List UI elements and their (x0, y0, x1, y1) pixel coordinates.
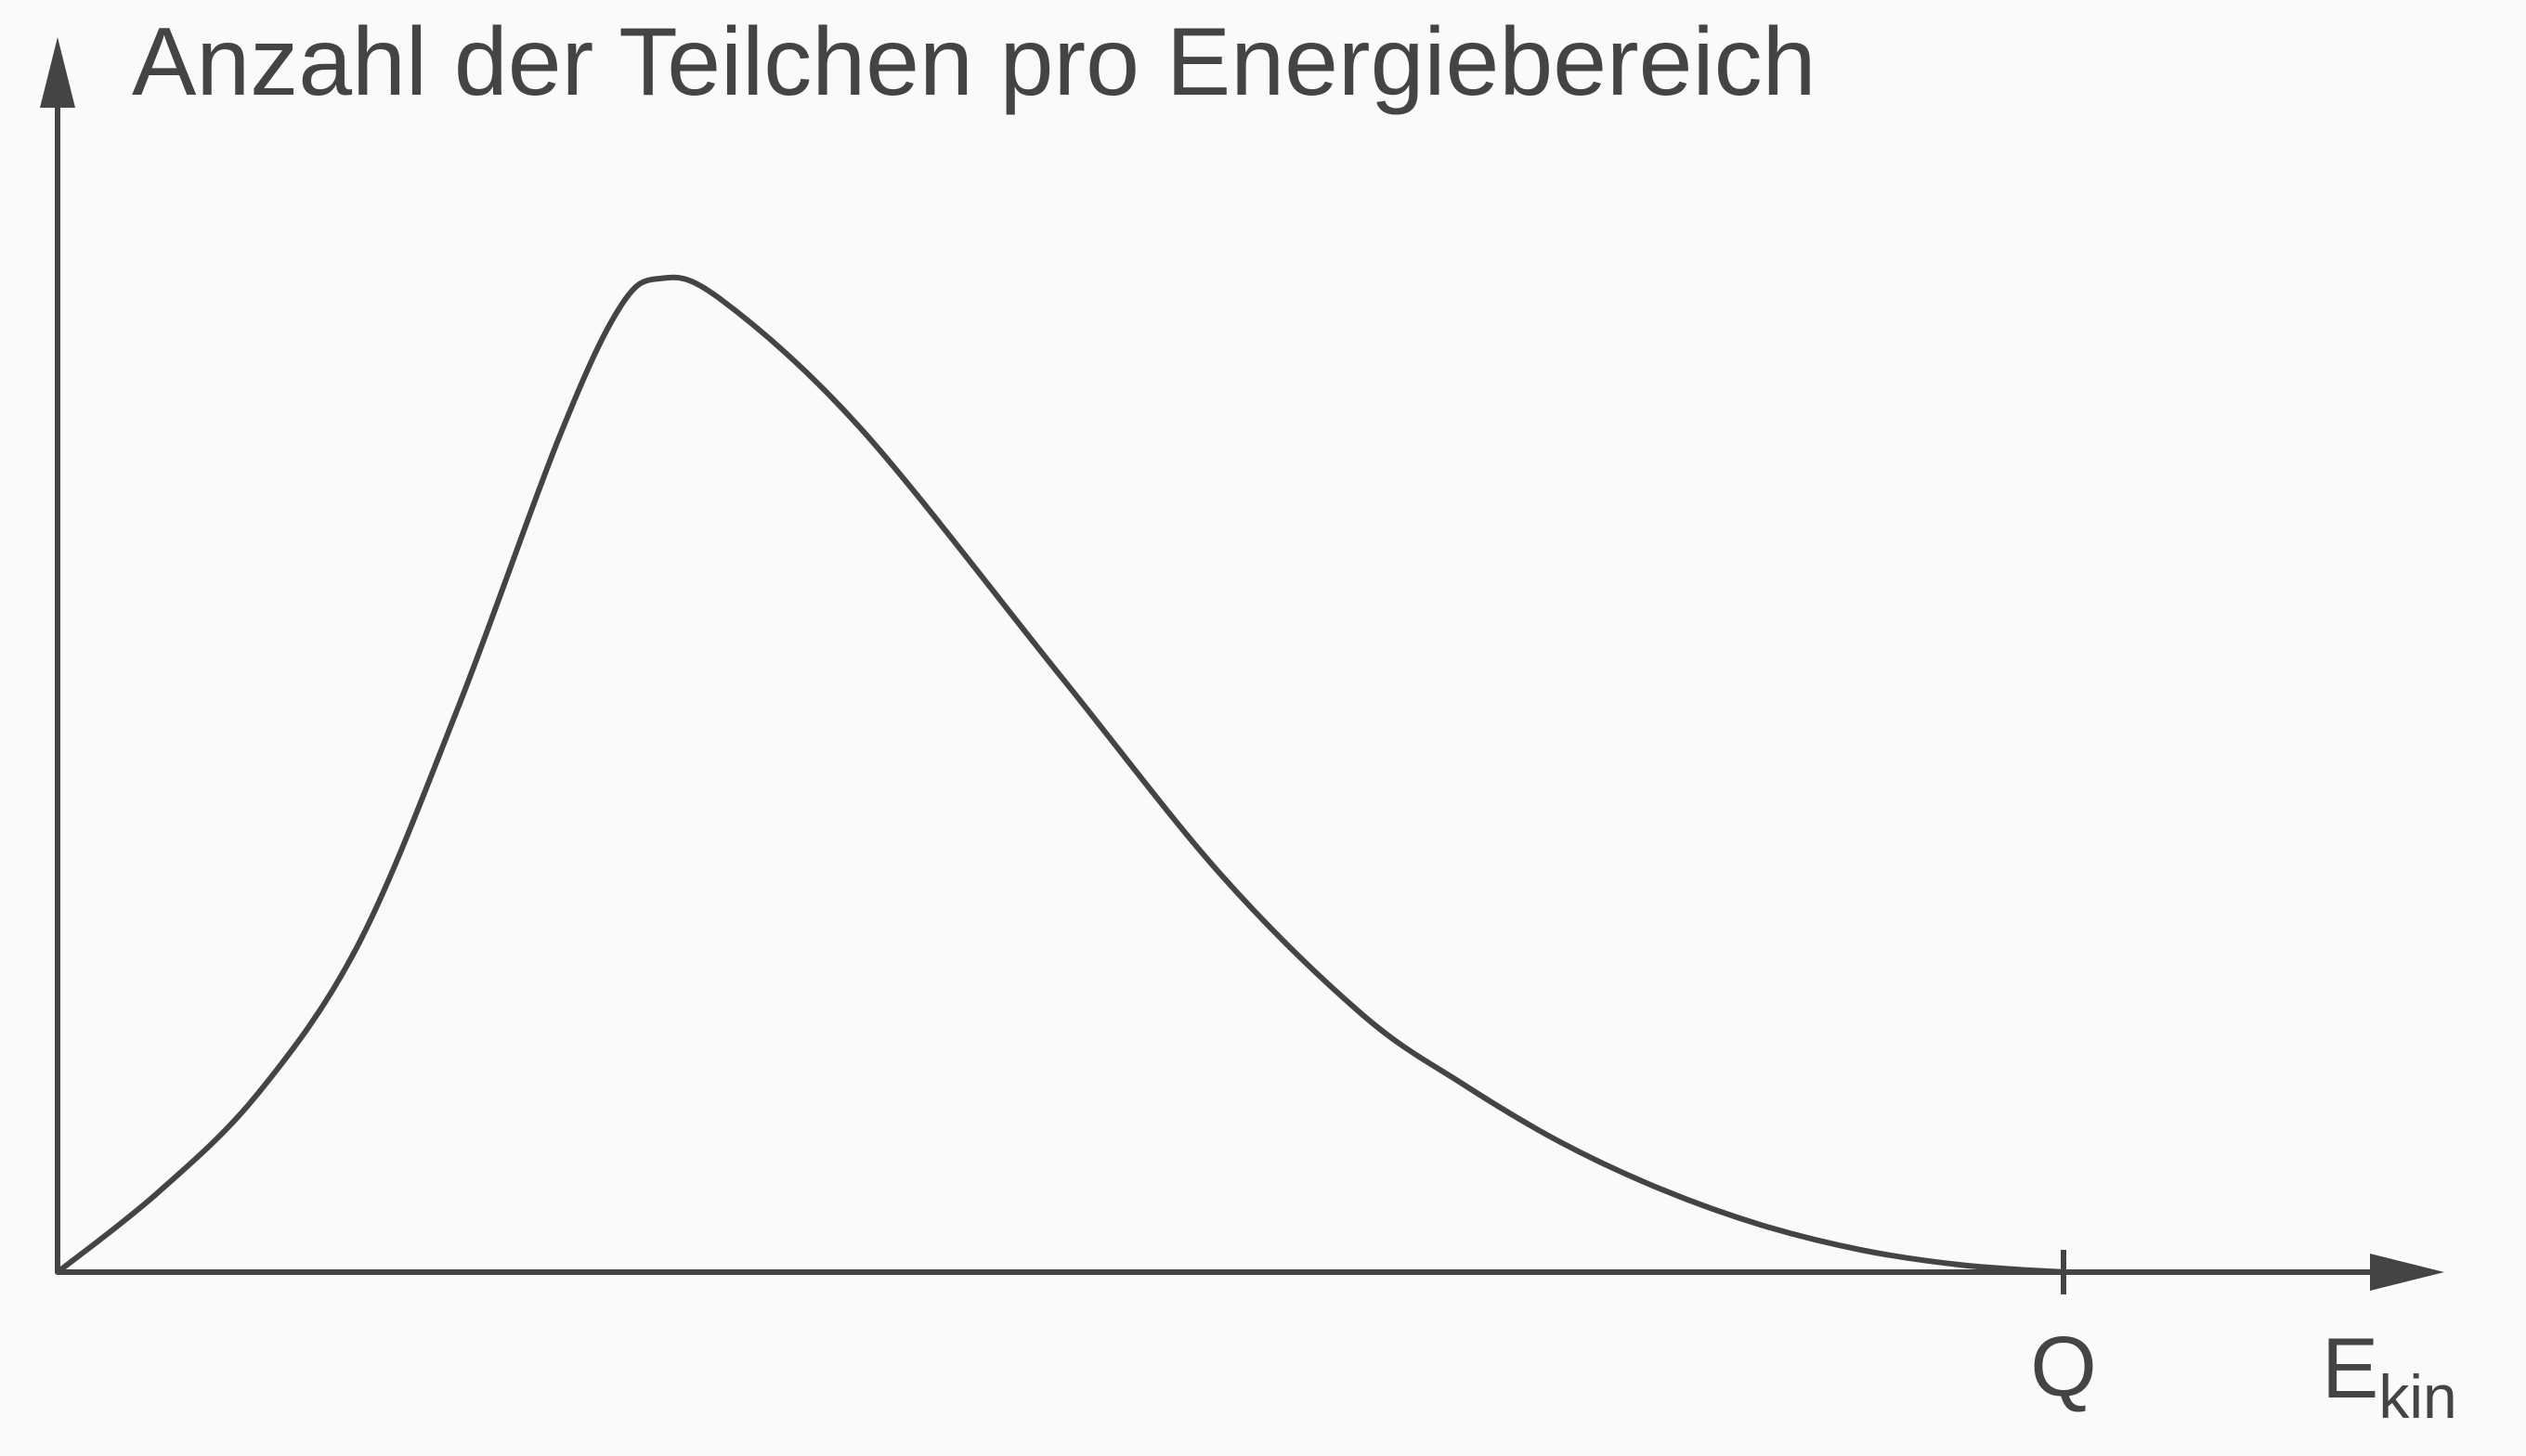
distribution-curve (55, 274, 2066, 1275)
x-axis-label-main: E (2322, 1321, 2378, 1416)
series-layer (55, 274, 2066, 1275)
x-axis-arrowhead (2370, 1254, 2444, 1291)
x-axis-label-subscript: kin (2378, 1362, 2456, 1431)
y-axis-arrowhead (40, 37, 75, 108)
labels: Anzahl der Teilchen pro Energiebereich E… (132, 8, 2457, 1431)
axes (40, 37, 2444, 1291)
x-tick-label: Q (2030, 1320, 2097, 1414)
x-axis-label: Ekin (2322, 1321, 2457, 1431)
y-axis-label: Anzahl der Teilchen pro Energiebereich (132, 8, 1816, 116)
x-ticks: Q (2030, 1250, 2097, 1414)
